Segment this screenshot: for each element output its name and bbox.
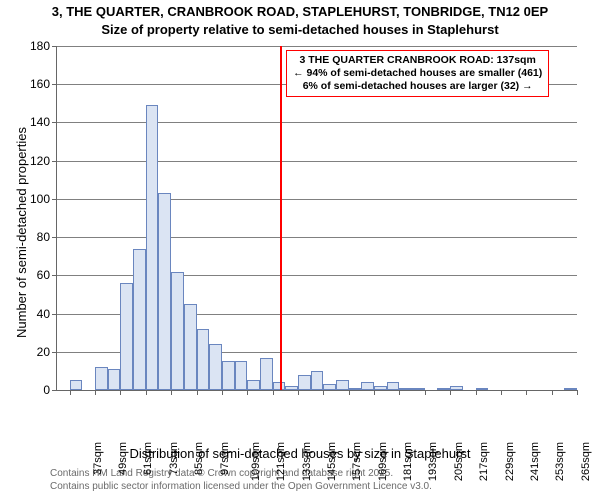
x-tick-label: 49sqm [117, 442, 129, 475]
x-tick-label: 121sqm [275, 442, 287, 481]
chart-title-line1: 3, THE QUARTER, CRANBROOK ROAD, STAPLEHU… [0, 4, 600, 19]
histogram-bar [361, 382, 374, 390]
y-tick-label: 0 [22, 383, 50, 397]
annotation-box: 3 THE QUARTER CRANBROOK ROAD: 137sqm ← 9… [286, 50, 549, 97]
chart-container: 3, THE QUARTER, CRANBROOK ROAD, STAPLEHU… [0, 0, 600, 500]
x-tick-label: 157sqm [351, 442, 363, 481]
x-tick-label: 61sqm [142, 442, 154, 475]
histogram-bar [184, 304, 197, 390]
x-tick-label: 97sqm [219, 442, 231, 475]
y-tick-label: 20 [22, 345, 50, 359]
histogram-bar [374, 386, 387, 390]
histogram-bar [476, 388, 489, 390]
histogram-bar [285, 386, 298, 390]
histogram-bar [247, 380, 260, 390]
chart-title-line2: Size of property relative to semi-detach… [0, 22, 600, 37]
footer-line1: Contains HM Land Registry data © Crown c… [50, 468, 432, 481]
annotation-line2: ← 94% of semi-detached houses are smalle… [293, 67, 542, 80]
footer-attribution: Contains HM Land Registry data © Crown c… [50, 468, 432, 493]
histogram-bar [311, 371, 324, 390]
grid-line-h [57, 161, 577, 162]
marker-line [280, 46, 282, 390]
histogram-bar [336, 380, 349, 390]
histogram-bar [260, 358, 273, 390]
histogram-bar [399, 388, 412, 390]
histogram-bar [387, 382, 400, 390]
y-tick-label: 120 [22, 154, 50, 168]
x-tick-label: 253sqm [554, 442, 566, 481]
histogram-bar [171, 272, 184, 390]
grid-line-h [57, 237, 577, 238]
histogram-bar [197, 329, 210, 390]
x-tick-label: 73sqm [168, 442, 180, 475]
histogram-bar [209, 344, 222, 390]
histogram-bar [450, 386, 463, 390]
x-tick-label: 217sqm [478, 442, 490, 481]
histogram-bar [235, 361, 248, 390]
x-tick-label: 265sqm [580, 442, 592, 481]
histogram-bar [95, 367, 108, 390]
plot-area [56, 46, 577, 391]
y-tick-label: 140 [22, 115, 50, 129]
y-tick-label: 60 [22, 268, 50, 282]
grid-line-h [57, 122, 577, 123]
x-tick-label: 193sqm [428, 442, 440, 481]
histogram-bar [120, 283, 133, 390]
histogram-bar [222, 361, 235, 390]
histogram-bar [349, 388, 362, 390]
histogram-bar [146, 105, 159, 390]
histogram-bar [323, 384, 336, 390]
histogram-bar [273, 382, 286, 390]
annotation-line1: 3 THE QUARTER CRANBROOK ROAD: 137sqm [293, 54, 542, 67]
x-tick-label: 37sqm [92, 442, 104, 475]
y-tick-label: 160 [22, 77, 50, 91]
histogram-bar [298, 375, 311, 390]
histogram-bar [564, 388, 577, 390]
x-tick-label: 145sqm [326, 442, 338, 481]
grid-line-h [57, 199, 577, 200]
x-tick-label: 85sqm [193, 442, 205, 475]
y-tick-label: 80 [22, 230, 50, 244]
histogram-bar [158, 193, 171, 390]
y-tick-label: 180 [22, 39, 50, 53]
x-tick-label: 205sqm [453, 442, 465, 481]
x-tick-label: 169sqm [377, 442, 389, 481]
y-tick-label: 100 [22, 192, 50, 206]
x-tick-label: 133sqm [301, 442, 313, 481]
histogram-bar [108, 369, 121, 390]
x-tick-label: 229sqm [504, 442, 516, 481]
histogram-bar [70, 380, 83, 390]
x-tick-label: 181sqm [402, 442, 414, 481]
x-tick-label: 109sqm [250, 442, 262, 481]
footer-line2: Contains public sector information licen… [50, 481, 432, 494]
histogram-bar [412, 388, 425, 390]
x-tick-label: 241sqm [529, 442, 541, 481]
histogram-bar [133, 249, 146, 390]
grid-line-h [57, 46, 577, 47]
annotation-line3: 6% of semi-detached houses are larger (3… [293, 80, 542, 93]
histogram-bar [437, 388, 450, 390]
y-tick-label: 40 [22, 307, 50, 321]
